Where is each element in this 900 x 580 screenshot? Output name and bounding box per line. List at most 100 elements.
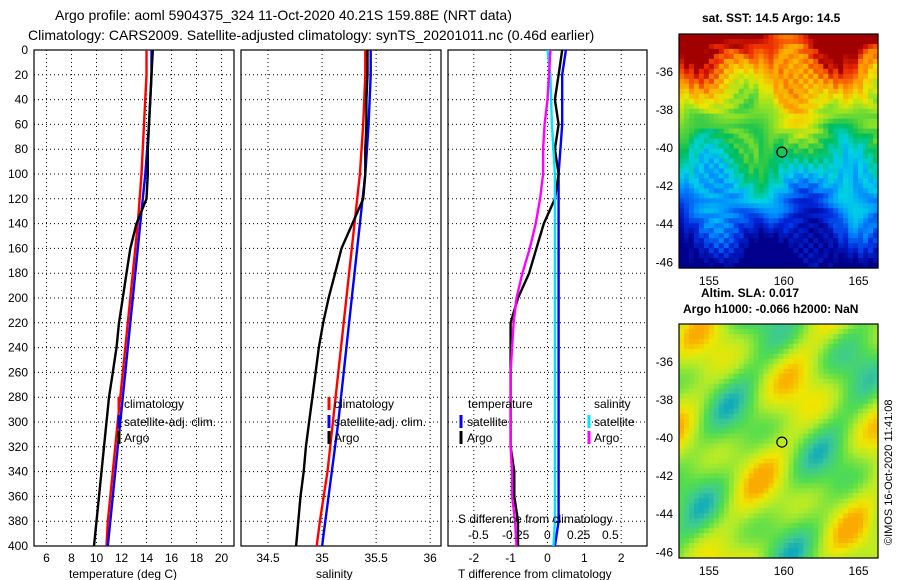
map-cell xyxy=(873,423,879,430)
map-cell xyxy=(688,198,695,204)
map-cell xyxy=(818,478,824,484)
map-cell xyxy=(753,118,760,125)
map-cell xyxy=(848,63,854,70)
map-cell xyxy=(803,203,809,209)
map-cell xyxy=(813,178,819,184)
map-cell xyxy=(743,473,750,479)
map-cell xyxy=(763,493,770,499)
map-cell xyxy=(863,358,869,365)
map-cell xyxy=(873,183,879,189)
map-cell xyxy=(683,228,690,234)
map-cell xyxy=(763,378,770,385)
map-cell xyxy=(718,538,725,544)
map-cell xyxy=(743,413,750,420)
map-cell xyxy=(738,218,745,224)
map-cell xyxy=(708,38,715,45)
map-cell xyxy=(793,448,799,455)
map-cell xyxy=(753,233,760,239)
map-cell xyxy=(858,403,864,410)
map-cell xyxy=(838,393,844,400)
map-cell xyxy=(768,238,775,244)
depth-tick-label: 80 xyxy=(15,142,29,156)
map-cell xyxy=(818,78,824,85)
map-cell xyxy=(823,253,829,259)
map-cell xyxy=(838,118,844,125)
map-cell xyxy=(748,48,755,55)
map-cell xyxy=(848,498,854,504)
map-cell xyxy=(798,68,804,75)
map-cell xyxy=(848,34,854,40)
map-cell xyxy=(723,253,730,259)
map-cell xyxy=(753,553,760,559)
map-cell xyxy=(688,433,695,440)
map-cell xyxy=(723,538,730,544)
map-cell xyxy=(838,423,844,430)
map-cell xyxy=(873,158,879,165)
map-cell xyxy=(703,43,710,50)
map-cell xyxy=(778,378,785,385)
map-cell xyxy=(718,203,725,209)
map-cell xyxy=(738,348,745,355)
map-cell xyxy=(708,518,715,524)
map-cell xyxy=(743,48,750,55)
map-cell xyxy=(848,333,854,340)
map-cell xyxy=(868,213,874,219)
map-cell xyxy=(693,468,700,474)
map-cell xyxy=(808,433,814,440)
map-cell xyxy=(818,363,824,370)
map-cell xyxy=(733,373,740,380)
map-cell xyxy=(818,128,824,135)
map-cell xyxy=(758,388,765,395)
map-cell xyxy=(798,378,804,385)
map-cell xyxy=(753,243,760,249)
map-cell xyxy=(683,453,690,460)
map-cell xyxy=(803,34,809,40)
map-cell xyxy=(783,58,790,65)
map-cell xyxy=(798,163,804,170)
map-cell xyxy=(733,133,740,140)
map-cell xyxy=(733,98,740,105)
map-cell xyxy=(873,348,879,355)
map-cell xyxy=(848,423,854,430)
map-cell xyxy=(773,138,780,145)
map-cell xyxy=(703,338,710,345)
map-cell xyxy=(848,523,854,529)
map-cell xyxy=(828,498,834,504)
map-cell xyxy=(823,123,829,130)
map-cell xyxy=(823,418,829,425)
map-cell xyxy=(733,188,740,194)
map-cell xyxy=(833,158,839,165)
map-cell xyxy=(708,553,715,559)
map-cell xyxy=(843,188,849,194)
map-cell xyxy=(843,538,849,544)
map-cell xyxy=(783,43,790,50)
map-cell xyxy=(818,408,824,415)
salinity-axis-label: salinity xyxy=(316,567,353,580)
map-cell xyxy=(768,418,775,425)
map-cell xyxy=(808,428,814,435)
map-cell xyxy=(758,178,765,184)
map-cell xyxy=(793,383,799,390)
map-cell xyxy=(753,328,760,335)
map-cell xyxy=(708,478,715,484)
map-cell xyxy=(683,173,690,179)
map-cell xyxy=(748,113,755,120)
map-cell xyxy=(793,158,799,165)
map-cell xyxy=(773,98,780,105)
map-cell xyxy=(843,83,849,90)
map-cell xyxy=(873,463,879,469)
map-cell xyxy=(793,353,799,360)
map-cell xyxy=(808,378,814,385)
map-cell xyxy=(818,193,824,199)
map-cell xyxy=(679,363,685,370)
map-cell xyxy=(703,423,710,430)
map-cell xyxy=(738,468,745,474)
map-cell xyxy=(688,188,695,194)
map-cell xyxy=(743,163,750,170)
map-cell xyxy=(693,163,700,170)
map-cell xyxy=(853,373,859,380)
map-cell xyxy=(868,163,874,170)
map-cell xyxy=(683,253,690,259)
map-cell xyxy=(838,213,844,219)
map-cell xyxy=(708,428,715,435)
